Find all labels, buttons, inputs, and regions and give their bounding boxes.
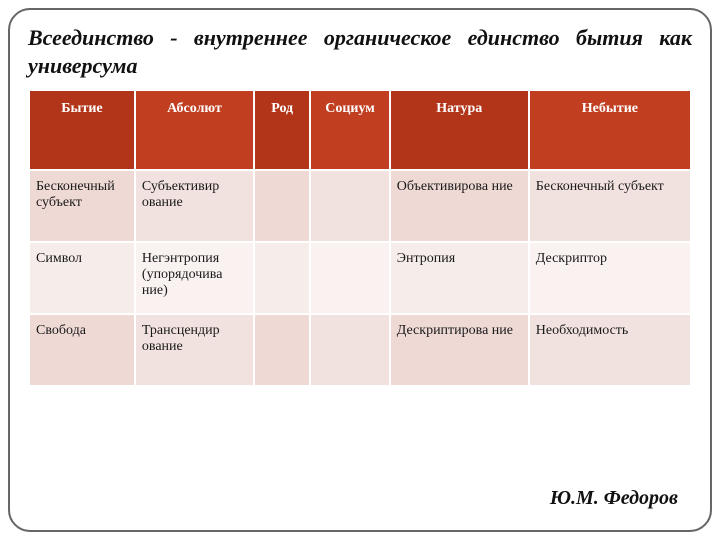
table-cell: Дескриптирова ние: [390, 314, 529, 386]
table-header-row: Бытие Абсолют Род Социум Натура Небытие: [29, 90, 691, 170]
table-cell: Бесконечный субъект: [529, 170, 691, 242]
table-cell: Бесконечный субъект: [29, 170, 135, 242]
header-cell: Натура: [390, 90, 529, 170]
header-cell: Абсолют: [135, 90, 254, 170]
table-cell: [254, 170, 310, 242]
table-cell: Объективирова ние: [390, 170, 529, 242]
table-cell: Негэнтропия (упорядочива ние): [135, 242, 254, 314]
table-row: Свобода Трансцендир ование Дескриптирова…: [29, 314, 691, 386]
table-cell: [310, 314, 389, 386]
table-cell: [254, 242, 310, 314]
table-cell: Свобода: [29, 314, 135, 386]
table-cell: Субъективир ование: [135, 170, 254, 242]
header-cell: Небытие: [529, 90, 691, 170]
table-cell: Необходимость: [529, 314, 691, 386]
table-cell: Символ: [29, 242, 135, 314]
table-cell: [254, 314, 310, 386]
attribution: Ю.М. Федоров: [550, 487, 678, 510]
table-cell: [310, 170, 389, 242]
table-cell: Дескриптор: [529, 242, 691, 314]
table-cell: Энтропия: [390, 242, 529, 314]
slide-frame: Всеединство - внутреннее органическое ед…: [8, 8, 712, 532]
table-cell: [310, 242, 389, 314]
table-row: Бесконечный субъект Субъективир ование О…: [29, 170, 691, 242]
header-cell: Бытие: [29, 90, 135, 170]
slide-title: Всеединство - внутреннее органическое ед…: [28, 24, 692, 79]
header-cell: Социум: [310, 90, 389, 170]
table-cell: Трансцендир ование: [135, 314, 254, 386]
table-row: Символ Негэнтропия (упорядочива ние) Энт…: [29, 242, 691, 314]
header-cell: Род: [254, 90, 310, 170]
concept-table: Бытие Абсолют Род Социум Натура Небытие …: [28, 89, 692, 387]
